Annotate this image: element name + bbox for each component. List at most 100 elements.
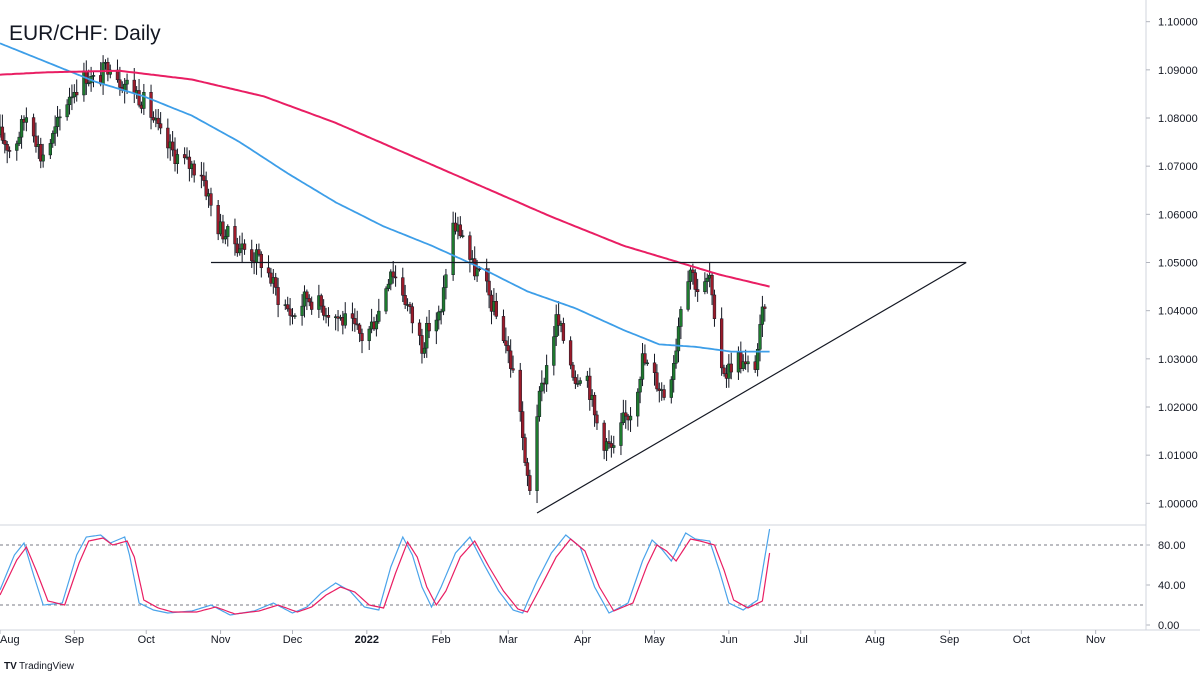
candle <box>710 271 714 306</box>
candle <box>34 122 38 153</box>
candle <box>377 298 381 324</box>
candle-body <box>468 235 472 260</box>
candle-body <box>322 305 326 316</box>
candle-body <box>588 375 592 400</box>
candle <box>437 305 441 330</box>
y-tick-label: 1.07000 <box>1158 161 1198 173</box>
candle-body <box>276 287 280 305</box>
candle-body <box>686 281 690 310</box>
candle <box>487 268 491 309</box>
candle <box>75 79 79 102</box>
candle-body <box>209 193 213 206</box>
y-tick-label: 1.03000 <box>1158 354 1198 366</box>
candle <box>645 359 649 366</box>
candle-body <box>408 304 412 307</box>
y-tick-label: 1.04000 <box>1158 306 1198 318</box>
candle-body <box>535 416 539 491</box>
candle <box>674 338 678 369</box>
candle-body <box>439 310 443 313</box>
candle-body <box>571 364 575 378</box>
stochastic-tick-label: 0.00 <box>1158 620 1179 632</box>
candle <box>592 392 597 427</box>
tradingview-logo: TV TradingView <box>4 661 75 672</box>
candle <box>729 352 733 380</box>
candle-body <box>679 309 683 327</box>
candle-body <box>628 415 633 421</box>
candle-body <box>326 315 331 318</box>
candle-body <box>674 350 678 364</box>
x-tick-label: Sep <box>65 634 85 646</box>
candle-body <box>24 117 29 123</box>
candle <box>300 294 304 326</box>
chart-title: EUR/CHF: Daily <box>9 22 161 45</box>
x-tick-label: Nov <box>211 634 231 646</box>
candle <box>640 342 645 387</box>
candle-body <box>233 226 237 245</box>
candle <box>672 355 676 393</box>
candle <box>175 148 180 174</box>
candle-body <box>537 390 542 417</box>
candle <box>391 261 395 284</box>
candle <box>137 78 141 108</box>
candle <box>755 343 760 377</box>
candle-body <box>307 298 311 303</box>
sma-fast-line <box>0 42 770 353</box>
x-tick-label: Jul <box>794 634 808 646</box>
candle <box>688 267 693 290</box>
candle-body <box>53 126 57 134</box>
candle <box>540 370 544 402</box>
candle-body <box>360 333 364 342</box>
candle <box>24 107 29 132</box>
candle <box>235 237 240 257</box>
candle-body <box>384 288 388 312</box>
candle-body <box>525 462 530 476</box>
candle <box>192 160 196 183</box>
candle <box>655 364 659 392</box>
candle <box>528 469 532 495</box>
candle-body <box>158 123 163 129</box>
candle-body <box>374 321 379 330</box>
candle-body <box>286 304 290 310</box>
candle <box>307 294 311 307</box>
candle <box>607 430 611 449</box>
candle <box>662 384 666 401</box>
candle <box>233 218 237 256</box>
candle <box>602 420 606 460</box>
candle-body <box>355 323 359 326</box>
candle <box>51 130 55 148</box>
candle-body <box>640 353 645 380</box>
candle-body <box>712 294 717 319</box>
candle <box>746 355 750 373</box>
candle <box>259 251 263 278</box>
candle <box>70 84 74 111</box>
candle-body <box>87 82 91 85</box>
candle <box>226 224 230 247</box>
candle <box>696 278 700 302</box>
candle <box>595 410 599 430</box>
candle-body <box>274 277 278 288</box>
candle <box>427 309 431 339</box>
candle-body <box>175 154 180 164</box>
candle <box>170 130 175 157</box>
candle-body <box>739 352 743 369</box>
candle-body <box>528 475 532 491</box>
candle-body <box>518 369 522 412</box>
candle <box>53 115 57 146</box>
candle-body <box>487 280 491 296</box>
candle-body <box>221 221 225 240</box>
candle-body <box>461 235 465 237</box>
candle <box>571 362 575 381</box>
candle <box>739 341 743 374</box>
candle-body <box>70 96 74 99</box>
candle <box>5 140 9 164</box>
candle <box>509 339 513 378</box>
candle <box>621 399 625 426</box>
candle <box>386 278 391 292</box>
candle-body <box>669 379 673 398</box>
candle <box>149 84 153 130</box>
candle-body <box>655 372 659 390</box>
candle <box>187 150 192 182</box>
candle-body <box>266 267 271 274</box>
candle <box>15 140 19 161</box>
x-tick-label: Jun <box>720 634 738 646</box>
